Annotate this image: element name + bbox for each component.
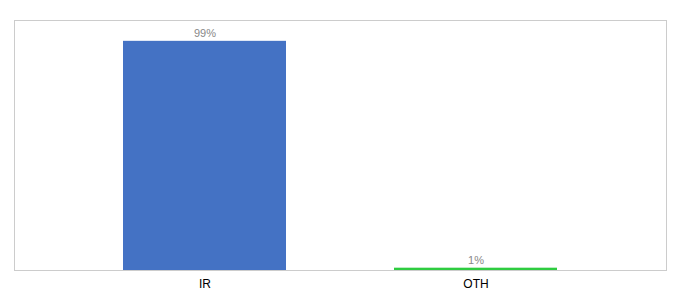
svg-text:1%: 1% — [468, 254, 484, 266]
svg-text:99%: 99% — [194, 27, 216, 39]
svg-text:OTH: OTH — [463, 277, 488, 291]
svg-text:IR: IR — [199, 277, 211, 291]
